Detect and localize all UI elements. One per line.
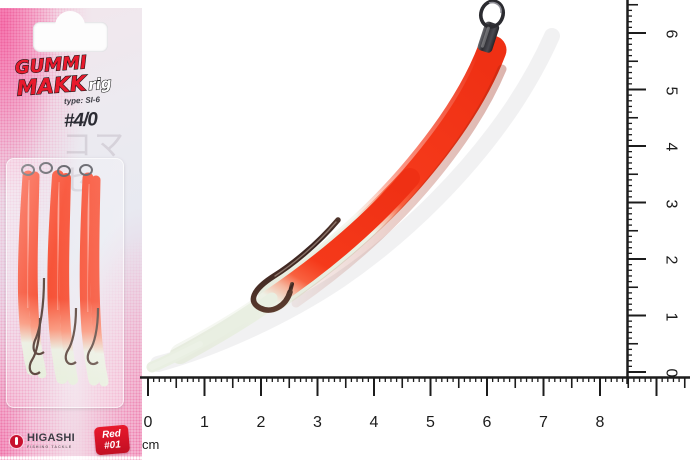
ruler-v-label-4: 4 [662,142,680,152]
product-package: コマセ GUMMI MAKKrig type: SI-6 #4/0 [0,8,142,460]
ruler-h-label-7: 7 [539,414,548,431]
package-title-rig: rig [87,74,113,95]
brand-logo: HIGASHI FISHING TACKLE [10,428,90,454]
ruler-h-label-2: 2 [256,414,266,431]
mini-lure-3 [79,172,109,387]
ruler-h-label-0: 0 [143,414,153,431]
main-lure-svg [146,0,560,373]
tail-highlight [169,295,259,351]
ruler-unit-label: cm [142,437,160,452]
mini-lure-2 [47,170,78,385]
ruler-h-label-1: 1 [200,414,209,431]
color-badge-line2: #01 [103,438,122,452]
swivel-clip [477,0,506,53]
ruler-vertical [626,0,646,384]
brand-text-block: HIGASHI FISHING TACKLE [27,431,75,450]
brand-name: HIGASHI [27,431,75,444]
main-lure-photo [140,0,640,380]
ruler-h-label-6: 6 [482,414,492,431]
ruler-v-label-6: 6 [662,29,680,39]
euro-hang-hole [33,11,108,52]
mini-lure-hooks [28,277,100,376]
ruler-v-label-5: 5 [662,86,680,95]
ruler-v-label-1: 1 [662,312,680,321]
ruler-h-label-3: 3 [313,414,322,431]
ruler-h-label-5: 5 [426,414,435,431]
package-mini-lures [6,158,124,408]
package-size-label: #4/0 [63,109,98,132]
package-type-label: type: SI-6 [63,95,101,106]
body-outline [150,46,494,368]
lure-body [146,35,507,373]
hook-highlight [274,221,337,277]
ruler-v-label-0: 0 [662,368,680,378]
ruler-vertical-svg [626,0,646,384]
ruler-horizontal-svg [140,376,690,396]
ruler-v-label-3: 3 [662,199,680,208]
ruler-h-label-4: 4 [369,414,379,431]
ruler-h-label-8: 8 [595,414,605,431]
blister-bubble [6,158,124,408]
ruler-horizontal [140,376,690,396]
color-code-badge: Red #01 [93,424,131,456]
ruler-v-label-2: 2 [662,255,680,265]
mini-lure-swivels [21,162,93,177]
mini-lures-svg [17,162,109,387]
higashi-mark-icon [10,434,23,448]
brand-tagline: FISHING TACKLE [27,444,73,449]
body-shadow-edge [291,64,507,308]
